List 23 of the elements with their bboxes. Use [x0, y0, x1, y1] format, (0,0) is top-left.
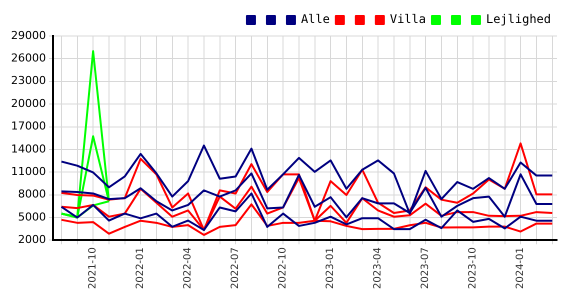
x-tick-label: 2023-04	[372, 247, 384, 290]
legend-label: Villa	[390, 12, 426, 26]
y-tick-label: 14000	[10, 142, 46, 156]
y-tick-label: 5000	[18, 210, 46, 224]
x-tick-label: 2022-01	[135, 247, 146, 290]
y-tick-label: 2000	[18, 233, 46, 246]
y-tick-label: 26000	[10, 52, 46, 65]
x-tick-label: 2023-07	[420, 247, 432, 290]
y-tick-label: 17000	[10, 120, 46, 133]
x-tick-label: 2022-10	[278, 247, 289, 290]
x-tick-label: 2022-07	[230, 247, 242, 290]
x-tick-label: 2024-01	[515, 247, 526, 290]
x-tick-label: 2021-10	[88, 247, 99, 290]
y-tick-label: 29000	[10, 28, 46, 42]
x-tick-label: 2022-04	[182, 247, 194, 290]
y-tick-label: 23000	[10, 74, 46, 88]
y-tick-label: 20000	[10, 96, 46, 110]
x-tick-label: 2023-10	[468, 247, 479, 290]
y-tick-label: 8000	[18, 188, 46, 201]
y-tick-label: 11000	[10, 165, 46, 178]
legend-label: Lejlighed	[486, 12, 552, 26]
x-tick-label: 2023-01	[325, 247, 336, 290]
legend-label: Alle	[300, 12, 330, 26]
